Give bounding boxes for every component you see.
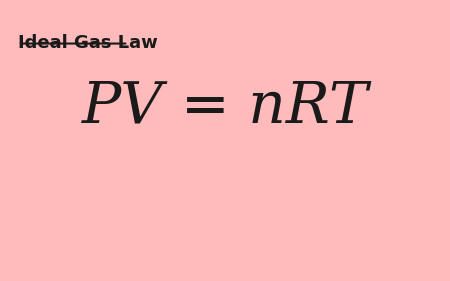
Text: Ideal Gas Law: Ideal Gas Law [18, 34, 158, 52]
Text: PV = nRT: PV = nRT [81, 78, 369, 135]
